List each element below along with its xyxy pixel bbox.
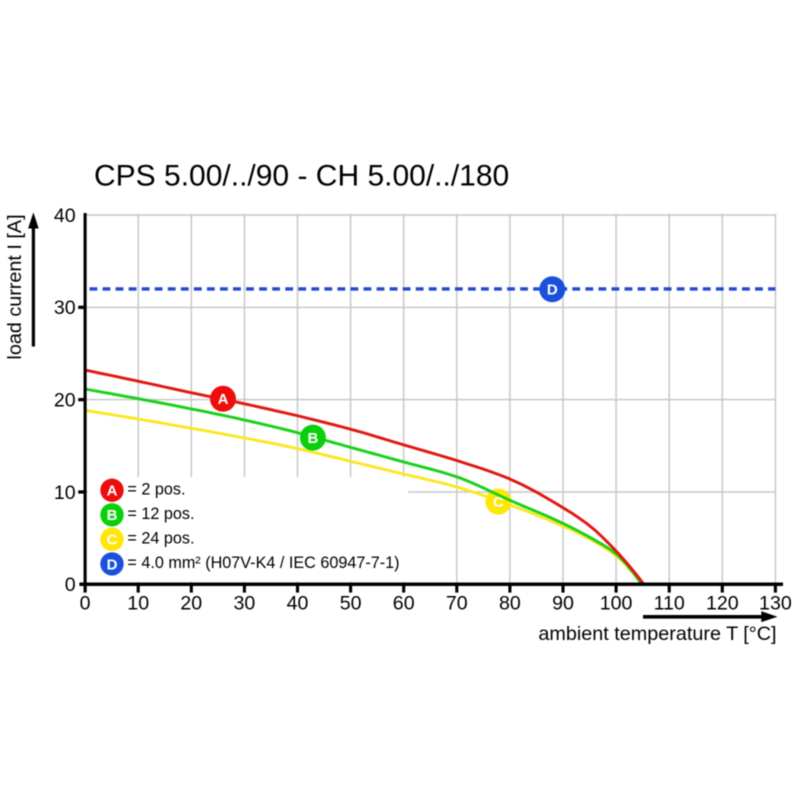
svg-text:= 24 pos.: = 24 pos. [127,530,194,548]
svg-text:110: 110 [654,593,685,615]
svg-text:70: 70 [446,593,468,615]
svg-text:load current I [A]: load current I [A] [4,214,26,359]
svg-text:B: B [107,507,118,524]
svg-text:80: 80 [499,593,521,615]
svg-text:10: 10 [54,482,76,504]
svg-text:130: 130 [759,593,792,615]
svg-text:30: 30 [54,297,76,319]
svg-text:D: D [107,556,118,573]
svg-text:60: 60 [393,593,415,615]
svg-text:B: B [307,430,318,447]
svg-text:= 12 pos.: = 12 pos. [127,505,194,523]
svg-text:20: 20 [180,593,202,615]
svg-text:= 4.0 mm² (H07V-K4 / IEC 60947: = 4.0 mm² (H07V-K4 / IEC 60947-7-1) [127,554,399,572]
svg-text:ambient temperature T [°C]: ambient temperature T [°C] [538,623,776,645]
svg-text:10: 10 [127,593,149,615]
svg-text:40: 40 [287,593,309,615]
svg-text:30: 30 [234,593,256,615]
svg-text:20: 20 [54,390,76,412]
svg-text:0: 0 [80,593,91,615]
svg-text:A: A [218,391,229,408]
svg-text:40: 40 [54,205,76,227]
svg-text:D: D [547,282,558,299]
svg-text:50: 50 [340,593,362,615]
svg-text:C: C [107,532,118,549]
svg-text:90: 90 [552,593,574,615]
svg-text:100: 100 [600,593,633,615]
svg-text:CPS 5.00/../90 - CH 5.00/../18: CPS 5.00/../90 - CH 5.00/../180 [94,160,509,193]
svg-text:0: 0 [65,574,76,596]
svg-text:= 2 pos.: = 2 pos. [127,480,185,498]
svg-text:C: C [493,494,504,511]
svg-text:120: 120 [706,593,739,615]
svg-text:A: A [107,483,118,500]
